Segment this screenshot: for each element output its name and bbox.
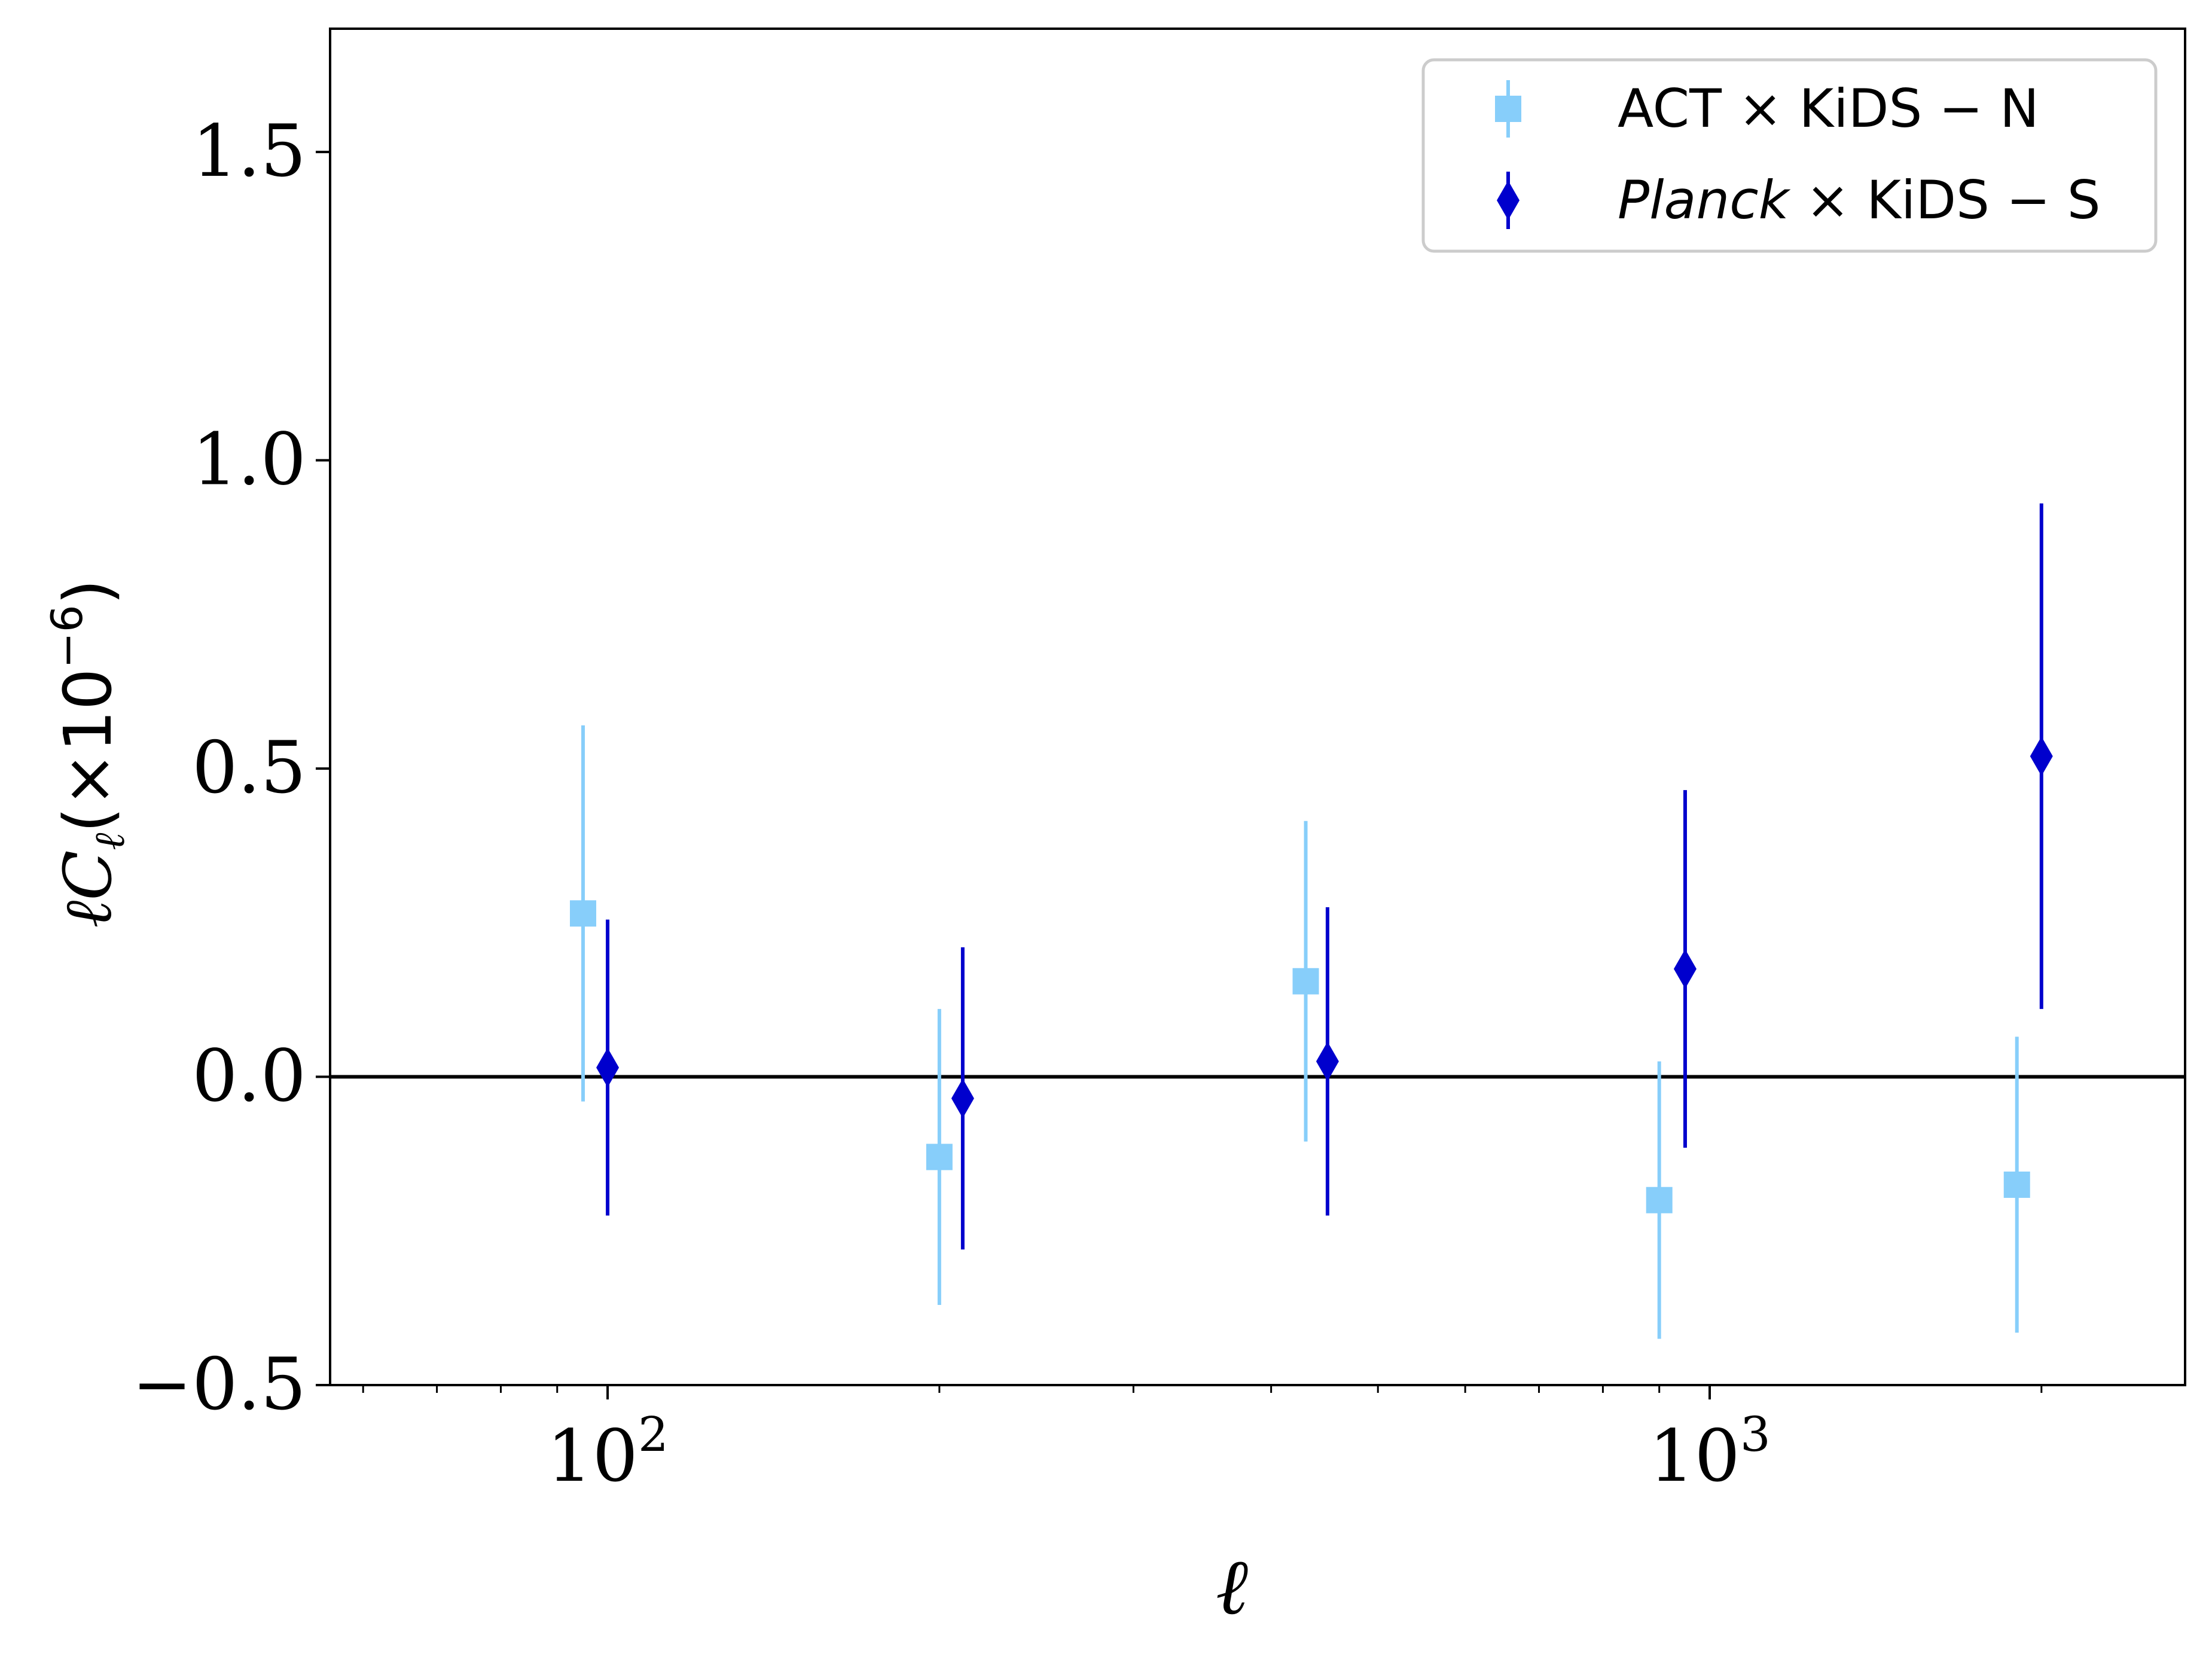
x-axis-label: ℓ [1216, 1541, 1248, 1632]
y-axis-label-sub: ℓ [85, 832, 134, 850]
y-axis-label-close: ) [50, 579, 126, 605]
axes: −0.5 0.0 0.5 1.0 1.5 102 103 [132, 28, 2186, 1498]
series-1 [570, 725, 2030, 1339]
x-tick-label: 102 [547, 1407, 669, 1498]
y-axis-label: ℓCℓ(×10−6) [42, 579, 134, 928]
y-tick-label: 0.0 [192, 1035, 306, 1118]
data-point-diamond [2030, 736, 2053, 776]
legend-entry-2: Planck × KiDS − S [1497, 169, 2101, 231]
legend-frame [1421, 58, 2158, 253]
data-point-square [926, 1143, 953, 1170]
data-point-square [1292, 968, 1319, 995]
y-tick-label: 0.5 [192, 727, 306, 810]
data-point-diamond [1673, 949, 1697, 989]
svg-text:ℓCℓ(×10−6): ℓCℓ(×10−6) [42, 579, 134, 928]
y-axis-label-exponent: −6 [42, 605, 92, 668]
legend-marker-square [1495, 96, 1521, 122]
legend: ACT × KiDS − N Planck × KiDS − S [1421, 58, 2158, 253]
y-tick-label: −0.5 [132, 1343, 306, 1426]
y-axis-label-main: ℓC [50, 850, 126, 928]
legend-label: ACT × KiDS − N [1618, 78, 2039, 139]
data-point-diamond [596, 1048, 620, 1088]
data-point-square [2003, 1171, 2030, 1198]
legend-label: Planck × KiDS − S [1618, 169, 2101, 231]
axis-labels: ℓ ℓCℓ(×10−6) [42, 579, 1248, 1632]
data-point-square [1646, 1187, 1673, 1213]
data-point-diamond [1316, 1041, 1339, 1081]
series-2 [596, 503, 2053, 1250]
data-point-diamond [951, 1078, 974, 1118]
data-point-square [570, 900, 597, 927]
legend-marker-diamond [1497, 181, 1520, 220]
y-axis-label-suffix: (×10 [50, 668, 126, 832]
plot-area [330, 503, 2185, 1339]
axes-frame [329, 28, 2186, 1386]
y-tick-label: 1.0 [192, 419, 306, 502]
x-tick-label: 103 [1649, 1407, 1771, 1498]
y-tick-label: 1.5 [192, 110, 306, 193]
legend-entry-1: ACT × KiDS − N [1495, 78, 2039, 139]
